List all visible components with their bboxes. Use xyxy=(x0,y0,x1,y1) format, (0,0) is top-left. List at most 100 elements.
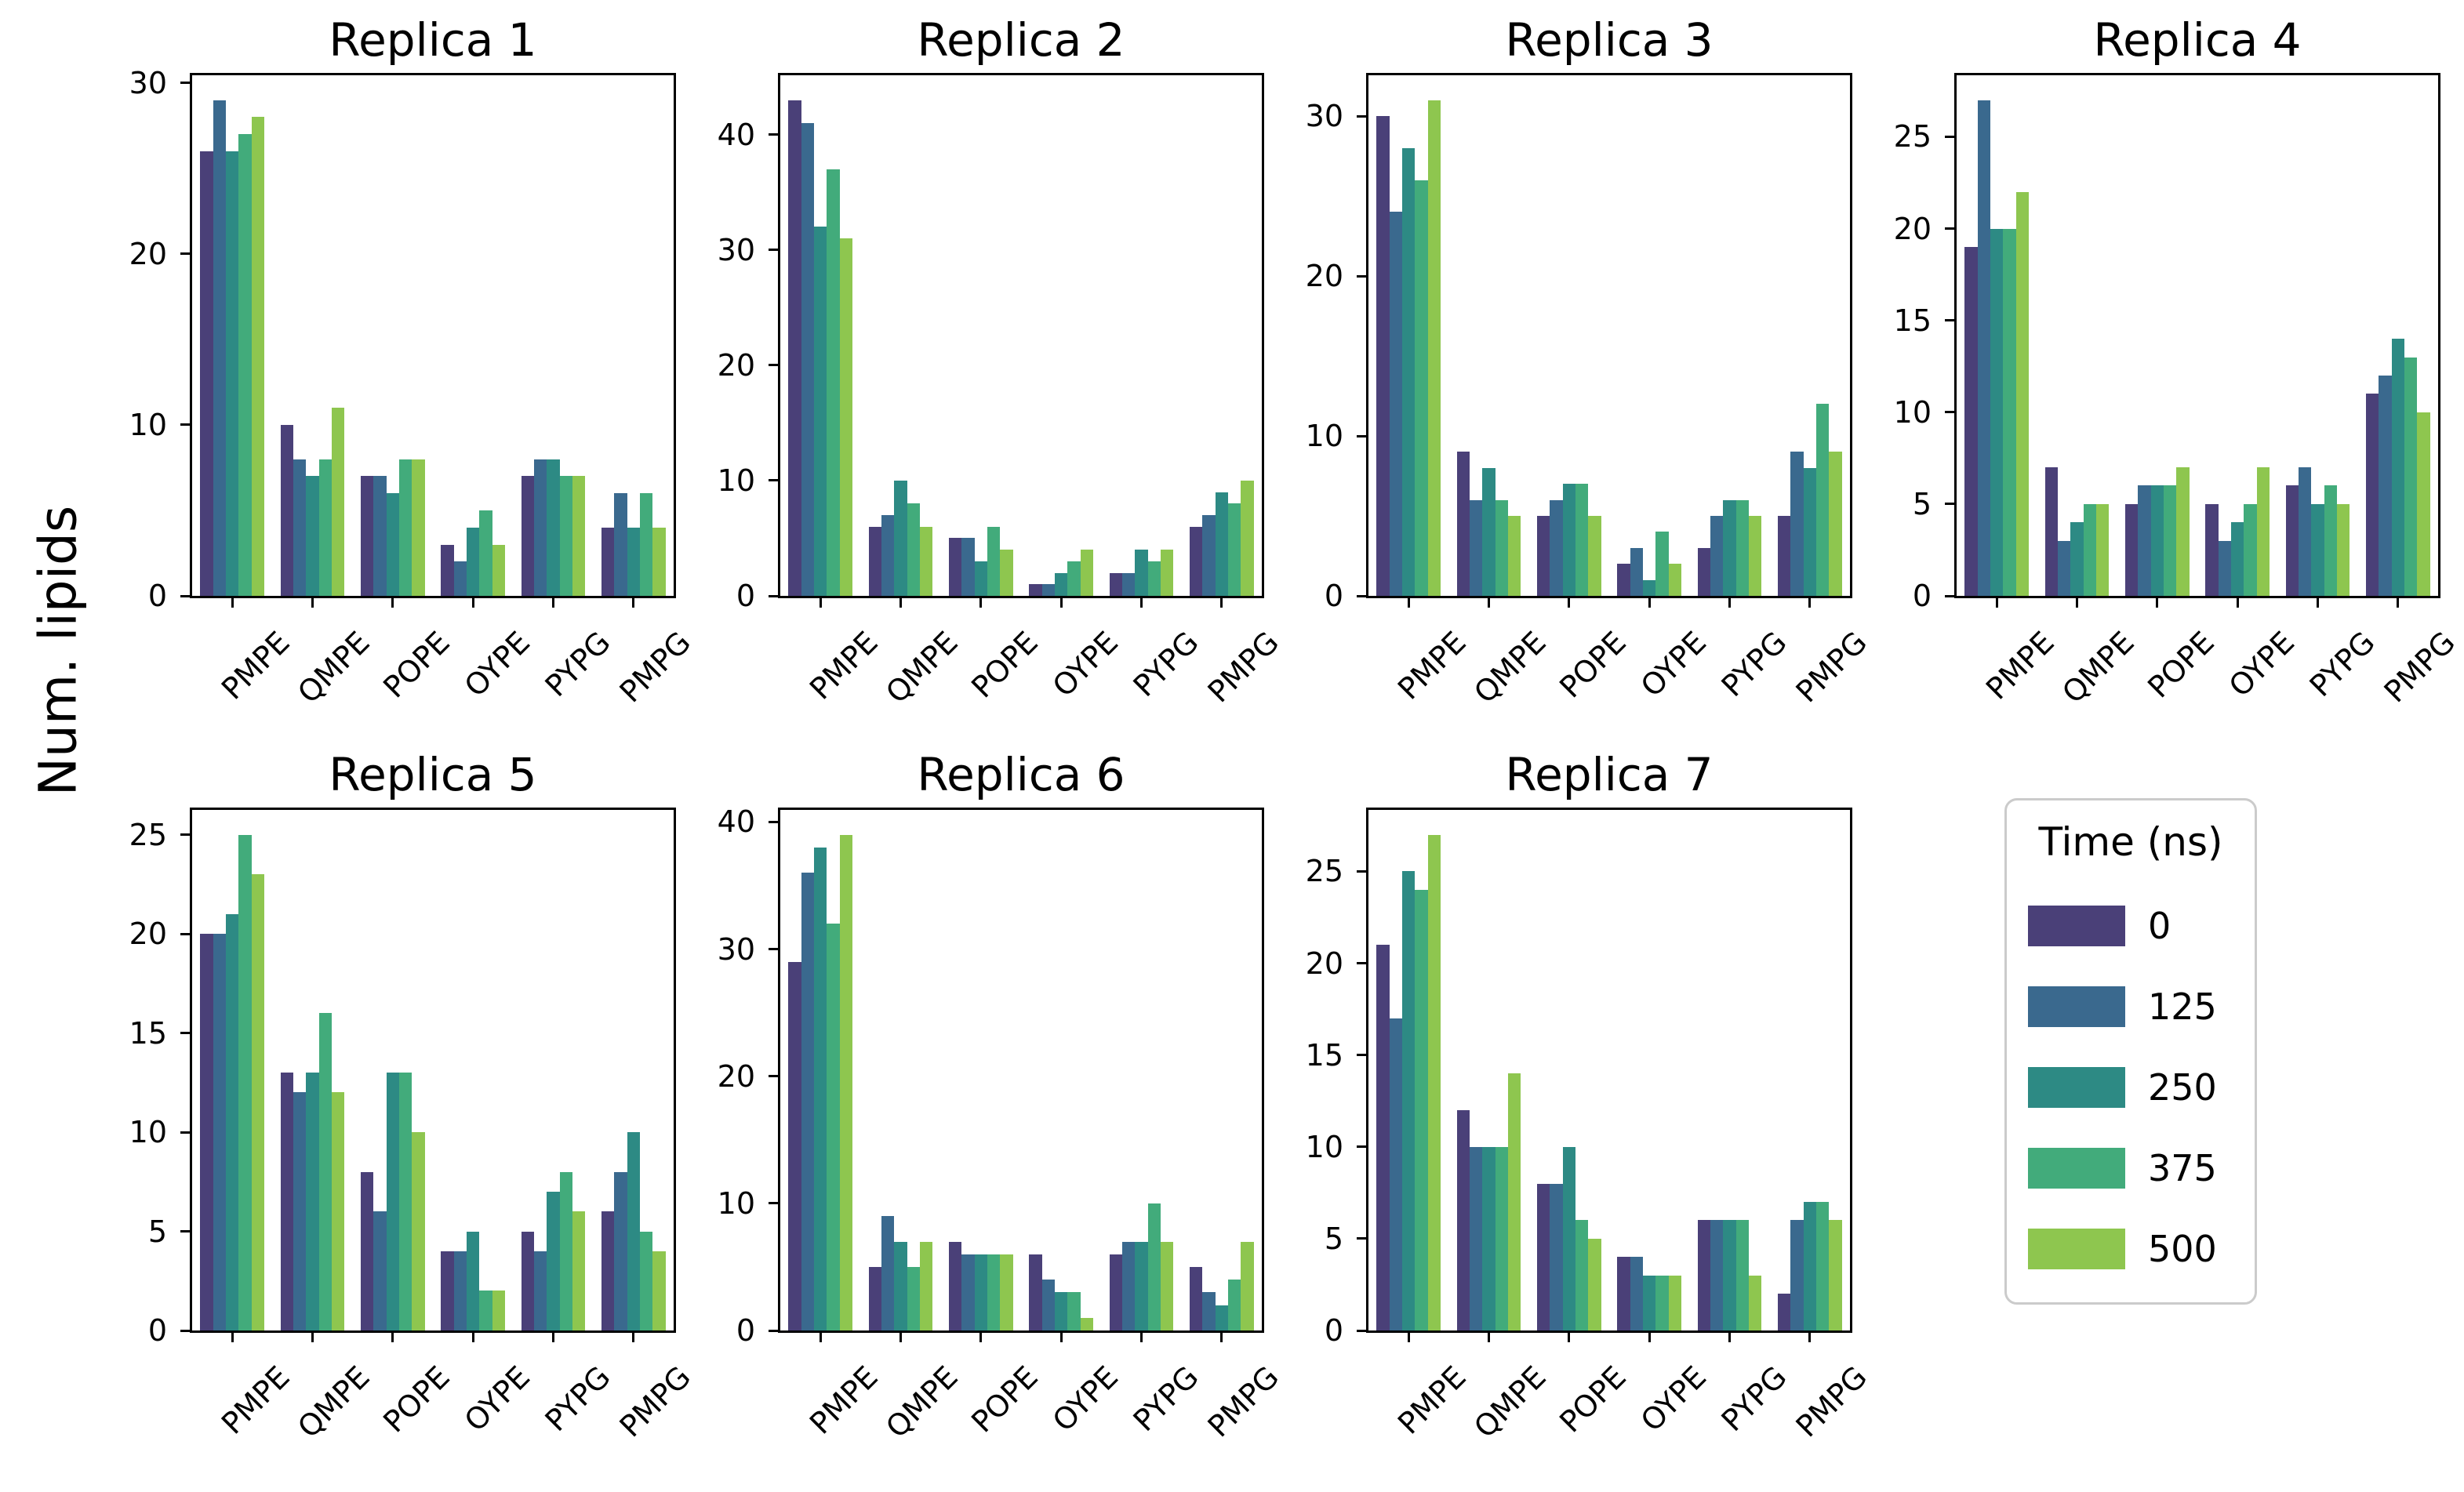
bar-pmpe-t250 xyxy=(1401,871,1416,1330)
y-tick-label: 10 xyxy=(129,1115,167,1150)
y-tick-label: 10 xyxy=(1893,394,1932,430)
legend-swatch-500 xyxy=(2028,1229,2125,1269)
x-tick-label-pope: POPE xyxy=(2141,625,2221,705)
y-tick xyxy=(180,833,190,837)
x-tick xyxy=(2156,598,2159,608)
bar-pmpe-t0 xyxy=(200,151,213,596)
bar-pmpg-t250 xyxy=(627,527,640,596)
bar-pmpg-t500 xyxy=(1241,480,1254,596)
bar-qmpe-t125 xyxy=(2057,540,2071,596)
bar-pmpe-t0 xyxy=(788,961,801,1330)
bar-pmpe-t375 xyxy=(238,134,252,596)
bar-pypg-t125 xyxy=(1121,572,1136,596)
bar-pmpe-t125 xyxy=(1389,1018,1402,1330)
bar-oype-t375 xyxy=(1067,561,1081,596)
subplot-title: Replica 4 xyxy=(2093,13,2302,67)
bar-pmpg-t375 xyxy=(1816,1202,1830,1330)
bar-pypg-t0 xyxy=(2285,485,2299,596)
bar-pmpe-t0 xyxy=(1376,945,1390,1330)
bar-oype-t250 xyxy=(466,1231,480,1330)
y-tick xyxy=(1945,503,1954,506)
bar-pope-t0 xyxy=(360,1171,374,1330)
y-tick xyxy=(1357,869,1366,873)
bar-pmpe-t250 xyxy=(1401,147,1416,596)
legend-swatch-250 xyxy=(2028,1067,2125,1108)
bar-pmpg-t500 xyxy=(652,1251,666,1330)
legend-label-250: 250 xyxy=(2148,1066,2217,1109)
y-tick-label: 20 xyxy=(1305,259,1343,293)
y-tick xyxy=(1357,1237,1366,1240)
bar-pmpg-t250 xyxy=(627,1132,640,1330)
x-tick-label-pope: POPE xyxy=(965,625,1045,705)
x-tick xyxy=(1407,598,1410,608)
y-tick xyxy=(1945,135,1954,138)
bar-pypg-t0 xyxy=(1697,547,1710,596)
bar-qmpe-t375 xyxy=(907,503,921,596)
y-tick xyxy=(1357,274,1366,278)
legend-label-500: 500 xyxy=(2148,1228,2217,1270)
bar-qmpe-t500 xyxy=(332,1092,345,1330)
y-tick-label: 30 xyxy=(717,931,755,967)
x-tick-label-pope: POPE xyxy=(1553,1359,1633,1439)
x-tick xyxy=(1648,1333,1651,1342)
subplot-title: Replica 7 xyxy=(1505,748,1714,801)
bar-qmpe-t0 xyxy=(868,1266,881,1330)
y-axis-label: Num. lipids xyxy=(27,505,89,797)
bar-oype-t0 xyxy=(1617,1257,1630,1330)
y-tick xyxy=(769,479,778,482)
bar-pope-t0 xyxy=(2124,503,2139,596)
bar-pope-t125 xyxy=(2138,485,2151,596)
x-tick-label-pope: POPE xyxy=(965,1359,1045,1439)
bar-oype-t250 xyxy=(2230,522,2244,596)
bar-pmpe-t125 xyxy=(1389,212,1402,596)
x-tick xyxy=(1140,1333,1143,1342)
bar-pope-t500 xyxy=(1000,550,1013,596)
y-tick xyxy=(769,249,778,252)
bar-oype-t0 xyxy=(1029,1254,1042,1330)
bar-pypg-t375 xyxy=(1735,499,1750,596)
subplot-replica-6: Replica 6 0 10 20 30 40 PMPE QMPE POPE OYPE PYPG PM… xyxy=(718,750,1285,1445)
x-tick-label-qmpe: QMPE xyxy=(1466,1359,1553,1445)
x-tick-label-oype: OYPE xyxy=(1634,1359,1714,1439)
x-tick-label-pmpe: PMPE xyxy=(214,625,296,706)
legend-swatch-375 xyxy=(2028,1148,2125,1189)
subplot-replica-2: Replica 2 0 10 20 30 40 PMPE QMPE POPE OYPE PYPG PM… xyxy=(718,16,1285,710)
bar-oype-t375 xyxy=(479,1291,492,1330)
bar-pmpg-t125 xyxy=(1202,1292,1216,1330)
bar-pypg-t125 xyxy=(533,1251,547,1330)
bar-pmpg-t250 xyxy=(1215,492,1228,596)
bar-pmpe-t250 xyxy=(1990,228,2004,596)
bar-oype-t125 xyxy=(1630,547,1643,596)
bar-pypg-t125 xyxy=(1121,1241,1136,1330)
bar-pope-t125 xyxy=(1550,499,1563,596)
subplot-title: Replica 6 xyxy=(917,748,1125,801)
y-tick-label: 20 xyxy=(129,236,167,271)
bar-qmpe-t250 xyxy=(1482,1146,1495,1330)
y-tick-label: 20 xyxy=(717,1058,755,1094)
bar-qmpe-t375 xyxy=(1495,1146,1509,1330)
bar-qmpe-t125 xyxy=(881,515,895,596)
bar-pmpe-t125 xyxy=(1977,100,1990,596)
x-tick-label-pmpg: PMPG xyxy=(612,625,697,710)
y-tick xyxy=(1357,1054,1366,1057)
y-tick-label: 20 xyxy=(717,347,755,383)
bar-qmpe-t0 xyxy=(280,424,293,596)
bar-pmpe-t500 xyxy=(251,117,265,596)
bar-pope-t500 xyxy=(1588,1238,1601,1330)
x-tick xyxy=(391,1333,394,1342)
y-tick-label: 5 xyxy=(147,1214,167,1249)
x-tick xyxy=(632,598,635,608)
x-tick-label-qmpe: QMPE xyxy=(1466,625,1553,710)
bar-pypg-t375 xyxy=(559,476,573,596)
y-tick xyxy=(769,1075,778,1078)
bar-pmpg-t500 xyxy=(1829,1220,1842,1330)
bar-pmpe-t375 xyxy=(827,924,840,1330)
x-tick-label-oype: OYPE xyxy=(1045,625,1125,704)
x-tick-label-pope: POPE xyxy=(376,625,456,705)
bar-pope-t0 xyxy=(948,538,962,596)
bar-oype-t500 xyxy=(492,544,506,596)
x-tick xyxy=(1728,598,1731,608)
x-tick-label-qmpe: QMPE xyxy=(290,1359,376,1445)
bar-pope-t0 xyxy=(948,1241,962,1330)
